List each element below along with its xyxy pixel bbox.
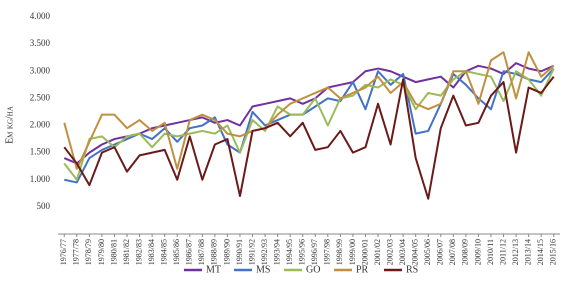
y-tick-label: 500 xyxy=(37,201,51,211)
x-tick-label: 1996/97 xyxy=(310,239,319,265)
x-tick-label: 1989/90 xyxy=(222,239,231,265)
x-tick-label: 2011/12 xyxy=(498,239,507,265)
x-tick-label: 1987/88 xyxy=(197,239,206,265)
x-tick-label: 2014/15 xyxy=(536,239,545,265)
x-tick-label: 2003/04 xyxy=(398,239,407,265)
series-line xyxy=(63,76,555,200)
x-tick-label: 1982/83 xyxy=(134,239,143,265)
x-tick-label: 1998/99 xyxy=(335,239,344,265)
x-tick-label: 1994/95 xyxy=(285,239,294,265)
x-tick-label: 1995/96 xyxy=(298,239,307,265)
x-tick-label: 2005/06 xyxy=(423,239,432,265)
y-tick-label: 2.500 xyxy=(30,92,51,102)
x-tick-label: 1988/89 xyxy=(210,239,219,265)
y-tick-label: 2.000 xyxy=(30,120,51,130)
y-tick-label: 4.000 xyxy=(30,11,51,21)
x-tick-label: 2008/09 xyxy=(461,239,470,265)
x-tick-label: 1976/77 xyxy=(59,239,68,265)
x-tick-label: 2012/13 xyxy=(511,239,520,265)
x-tick-label: 2004/05 xyxy=(411,239,420,265)
x-tick-label: 2007/08 xyxy=(448,239,457,265)
x-tick-label: 1984/85 xyxy=(160,239,169,265)
x-tick-label: 1990/91 xyxy=(235,239,244,265)
y-tick-label: 1.000 xyxy=(30,174,51,184)
legend-label: RS xyxy=(406,264,418,275)
x-tick-label: 1991/92 xyxy=(247,239,256,265)
legend-label: MT xyxy=(206,264,221,275)
x-tick-label: 1992/93 xyxy=(260,239,269,265)
x-tick-label: 2001/02 xyxy=(373,239,382,265)
x-tick-label: 2000/01 xyxy=(360,239,369,265)
x-tick-label: 2002/03 xyxy=(385,239,394,265)
y-axis-label: Em kg/ha xyxy=(4,106,15,144)
y-tick-label: 3.500 xyxy=(30,38,51,48)
x-tick-label: 1978/79 xyxy=(84,239,93,265)
x-tick-label: 2013/14 xyxy=(523,239,532,265)
x-tick-label: 1980/81 xyxy=(109,239,118,265)
x-tick-label: 2009/10 xyxy=(473,239,482,265)
legend-label: MS xyxy=(256,264,270,275)
x-tick-label: 1993/94 xyxy=(272,239,281,265)
y-tick-label: 3.000 xyxy=(30,65,51,75)
series-line xyxy=(63,62,555,165)
x-tick-label: 1999/00 xyxy=(348,239,357,265)
x-tick-label: 2006/07 xyxy=(436,239,445,265)
x-tick-label: 1997/98 xyxy=(323,239,332,265)
x-tick-label: 1986/87 xyxy=(185,239,194,265)
x-tick-label: 1985/86 xyxy=(172,239,181,265)
x-tick-label: 1977/78 xyxy=(72,239,81,265)
series-line xyxy=(63,68,555,181)
x-tick-label: 1981/82 xyxy=(122,239,131,265)
legend-label: PR xyxy=(356,264,369,275)
x-tick-label: 1983/84 xyxy=(147,239,156,265)
x-tick-label: 2015/16 xyxy=(549,239,558,265)
series-line xyxy=(64,67,555,184)
x-tick-label: 2010/11 xyxy=(486,239,495,265)
y-tick-label: 1.500 xyxy=(30,147,51,157)
x-tick-label: 1979/80 xyxy=(97,239,106,265)
legend-label: GO xyxy=(306,264,320,275)
series-line xyxy=(63,51,555,170)
